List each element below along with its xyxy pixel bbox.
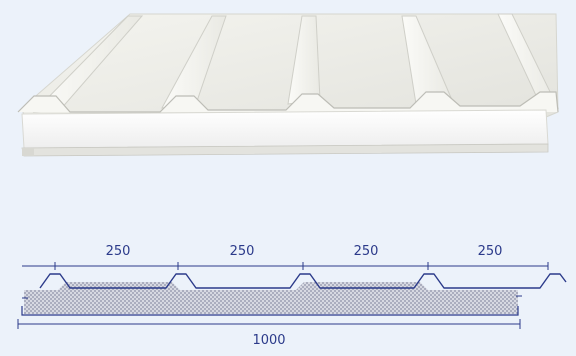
rib-spacing-label-1: 250 xyxy=(106,244,131,259)
panel-front-profile xyxy=(17,91,559,113)
rib-spacing-label-2: 250 xyxy=(230,244,255,259)
total-width-label: 1000 xyxy=(252,333,285,348)
section-bottom-sheet xyxy=(21,306,519,316)
rib-spacing-label-4: 250 xyxy=(478,244,503,259)
top-dimension-ticks xyxy=(54,262,549,270)
section-top-sheet xyxy=(39,273,567,289)
section-core xyxy=(24,282,518,314)
rib-spacing-label-3: 250 xyxy=(354,244,379,259)
panel-bottom-lip xyxy=(22,148,34,156)
